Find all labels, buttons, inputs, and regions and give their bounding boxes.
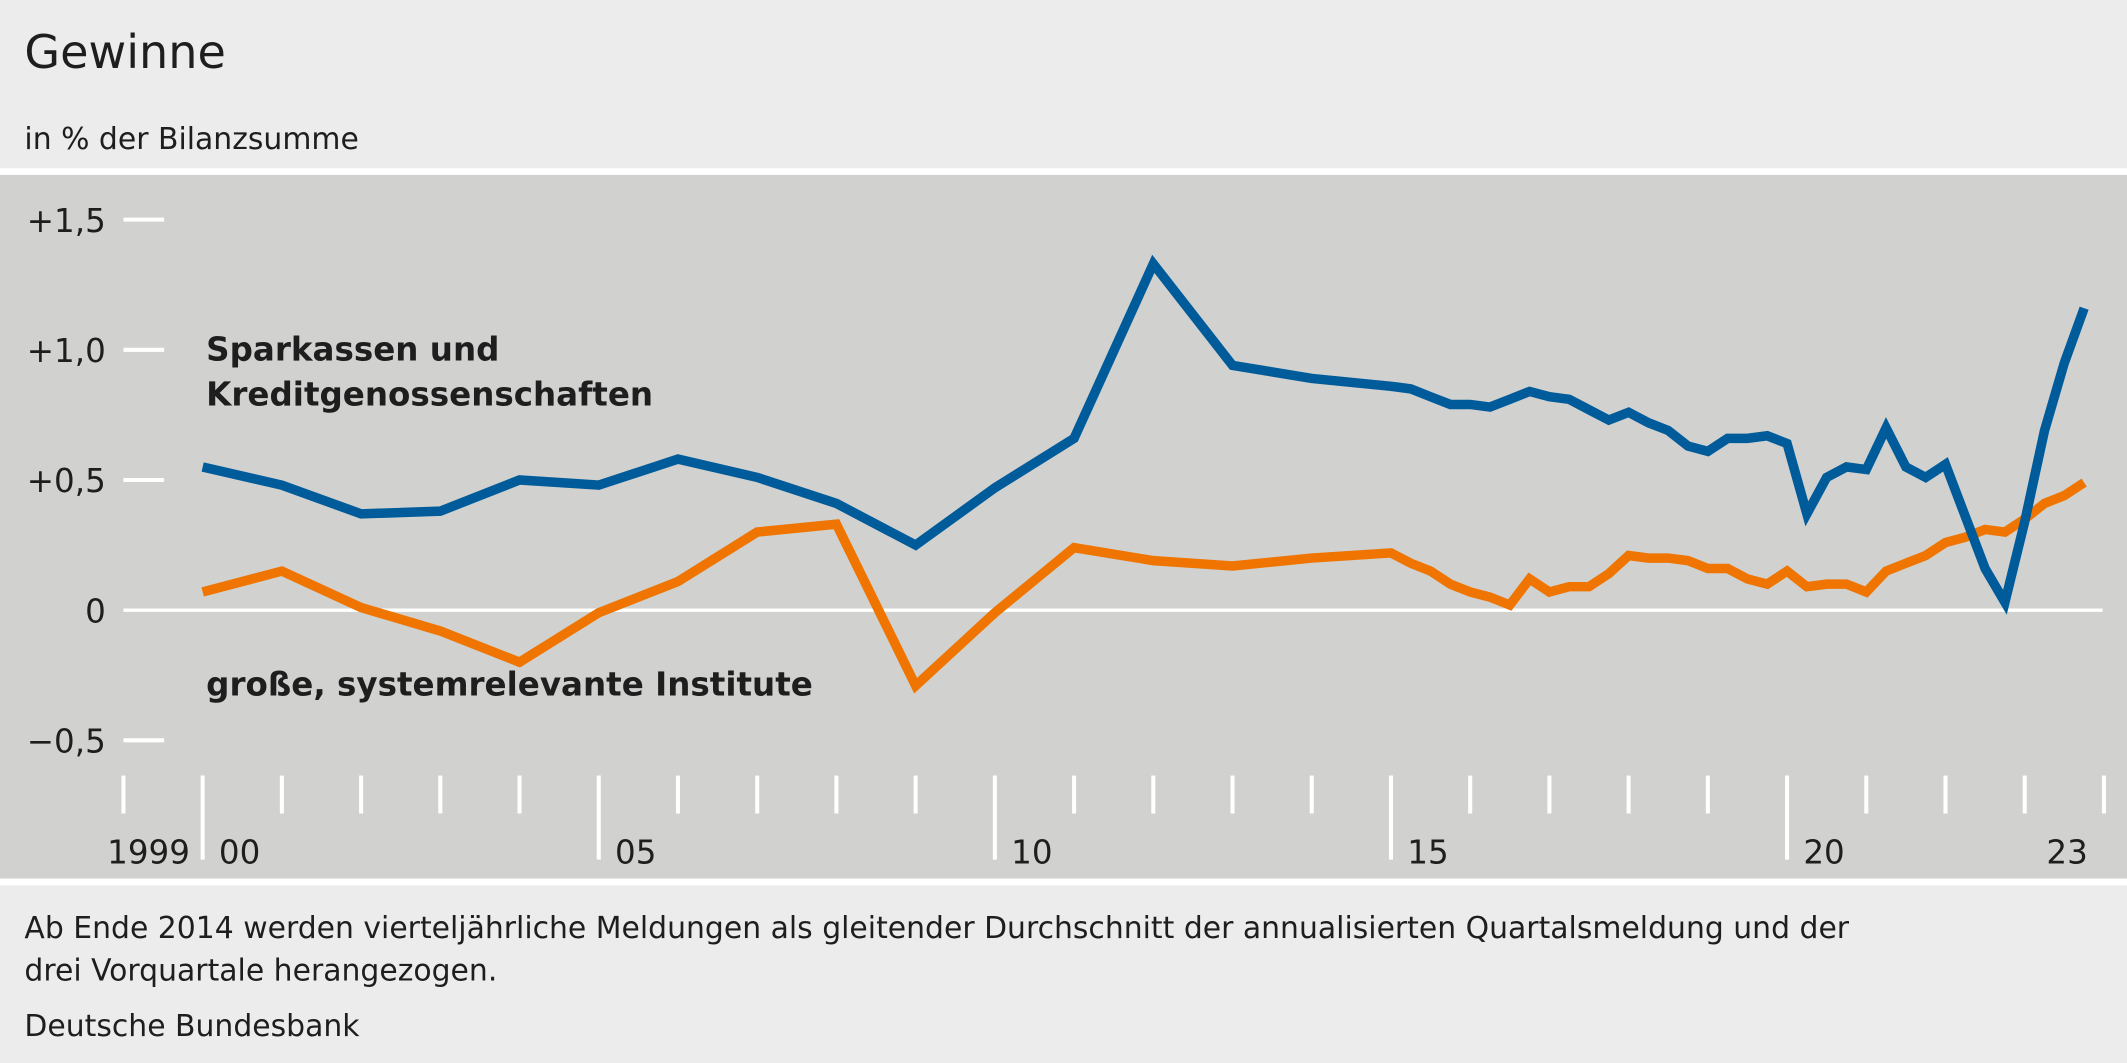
series-label-sparkassen: Sparkassen und Kreditgenossenschaften [206, 331, 653, 414]
footnote: Ab Ende 2014 werden vierteljährliche Mel… [24, 911, 1858, 988]
plot-area [0, 174, 2127, 879]
chart-title: Gewinne [24, 25, 225, 79]
series-lines [201, 254, 2089, 694]
y-axis: +1,5 +1,0 +0,5 0 −0,5 [27, 202, 165, 761]
x-tick-label: 00 [219, 834, 260, 872]
series-label-grosse-institute: große, systemrelevante Institute [206, 666, 813, 704]
y-tick-label: 0 [85, 592, 106, 630]
y-tick-label: +1,0 [27, 332, 106, 370]
x-tick-label: 10 [1011, 834, 1052, 872]
series-line-grosse-institute [201, 478, 2087, 694]
x-axis: 1999 00 05 10 15 20 23 [107, 775, 2106, 872]
x-tick-label: 05 [615, 834, 656, 872]
series-line-sparkassen [201, 254, 2089, 615]
x-tick-label: 23 [2046, 834, 2087, 872]
chart-subtitle: in % der Bilanzsumme [24, 122, 358, 157]
y-tick-label: −0,5 [27, 723, 106, 761]
x-tick-label: 1999 [107, 834, 190, 872]
source: Deutsche Bundesbank [24, 1009, 360, 1044]
x-tick-label: 20 [1803, 834, 1844, 872]
x-tick-label: 15 [1407, 834, 1448, 872]
y-tick-label: +0,5 [27, 462, 106, 500]
separator-top [0, 168, 2127, 175]
separator-bottom [0, 878, 2127, 886]
y-tick-label: +1,5 [27, 202, 106, 240]
